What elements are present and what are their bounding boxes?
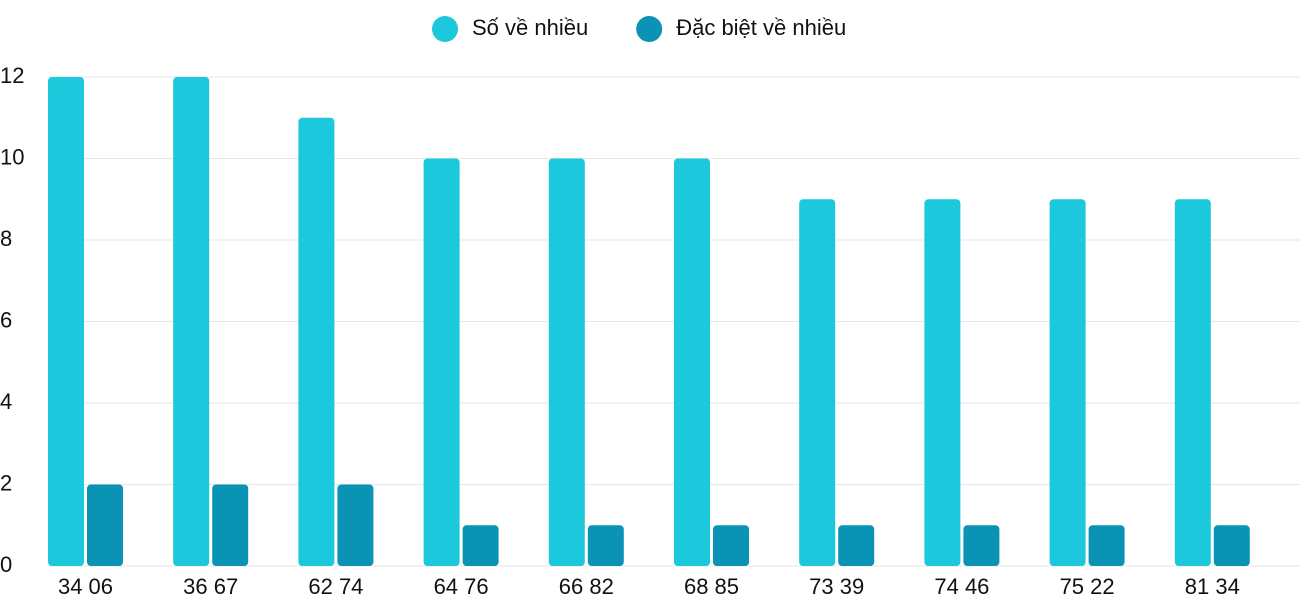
legend-marker [432, 16, 458, 42]
x-tick-label: 64 76 [434, 574, 489, 599]
bar [423, 158, 460, 566]
bar [212, 484, 249, 566]
legend-marker [636, 16, 663, 42]
bar [337, 484, 374, 566]
y-tick-label: 6 [0, 307, 12, 332]
bar [1049, 199, 1086, 566]
bar [587, 525, 624, 566]
legend-label: Số về nhiều [472, 15, 588, 40]
x-tick-label: 81 34 [1185, 574, 1240, 599]
bar [713, 525, 749, 566]
y-tick-label: 2 [0, 470, 12, 495]
bar [674, 158, 710, 566]
y-tick-label: 8 [0, 226, 12, 251]
bar [1088, 525, 1125, 566]
bar [838, 525, 875, 566]
bar [298, 117, 335, 566]
bar [48, 77, 84, 566]
x-tick-label: 74 46 [934, 574, 989, 599]
x-tick-label: 66 82 [559, 574, 614, 599]
bar [1213, 525, 1250, 566]
x-tick-label: 75 22 [1060, 574, 1115, 599]
y-tick-label: 10 [0, 144, 24, 169]
x-tick-label: 62 74 [308, 574, 363, 599]
bar [87, 484, 123, 566]
bar [924, 199, 961, 566]
bar [963, 525, 1000, 566]
legend-label: Đặc biệt về nhiều [676, 15, 846, 40]
bar [173, 77, 210, 566]
x-tick-label: 34 06 [58, 574, 113, 599]
bar [799, 199, 836, 566]
bar [548, 158, 585, 566]
y-tick-label: 12 [0, 63, 24, 88]
y-tick-label: 4 [0, 389, 12, 414]
y-tick-label: 0 [0, 552, 12, 577]
bar [462, 525, 499, 566]
bar [1174, 199, 1211, 566]
x-tick-label: 68 85 [684, 574, 739, 599]
x-tick-label: 73 39 [809, 574, 864, 599]
x-tick-label: 36 67 [183, 574, 238, 599]
